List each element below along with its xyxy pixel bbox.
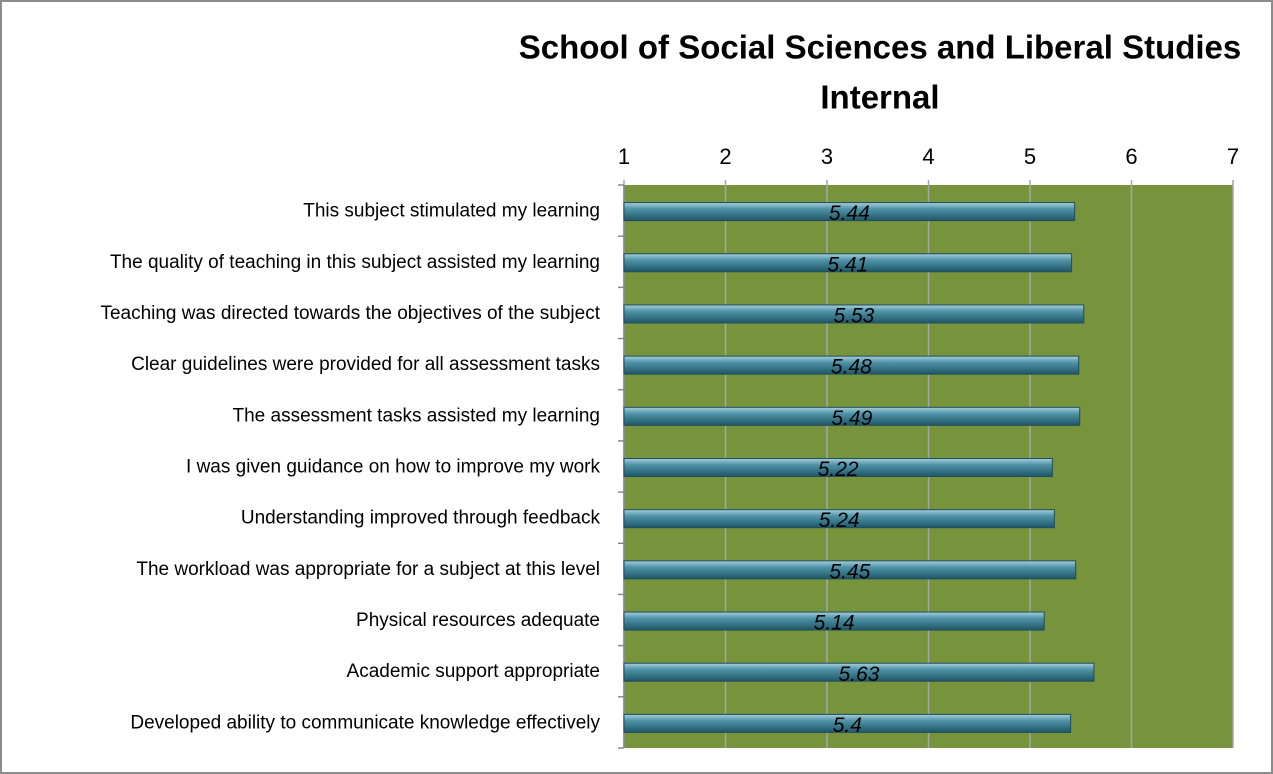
chart-title: School of Social Sciences and Liberal St… — [519, 29, 1242, 66]
x-tick-label: 7 — [1227, 144, 1239, 169]
value-label: 5.22 — [818, 458, 859, 481]
y-tick-label: This subject stimulated my learning — [303, 201, 600, 222]
value-label: 5.41 — [827, 253, 868, 276]
bar — [623, 509, 1055, 529]
x-tick-label: 2 — [719, 144, 731, 169]
bar — [623, 202, 1076, 222]
y-tick-label: Physical resources adequate — [356, 610, 600, 631]
y-tick-label: Understanding improved through feedback — [241, 508, 601, 529]
y-tick-label: Academic support appropriate — [347, 661, 600, 682]
x-tick-label: 1 — [618, 144, 630, 169]
bar — [623, 253, 1073, 273]
bar — [623, 458, 1053, 477]
x-tick-label: 5 — [1024, 144, 1036, 169]
x-tick-label: 6 — [1125, 144, 1137, 169]
bar — [623, 560, 1077, 580]
value-label: 5.45 — [829, 560, 870, 583]
y-tick-label: Developed ability to communicate knowled… — [130, 712, 600, 733]
value-label: 5.63 — [839, 663, 880, 686]
y-tick-label: The quality of teaching in this subject … — [110, 252, 600, 273]
bar — [623, 662, 1095, 682]
value-label: 5.44 — [829, 202, 870, 225]
value-label: 5.53 — [833, 305, 874, 328]
value-label: 5.4 — [833, 714, 862, 737]
y-tick-label: I was given guidance on how to improve m… — [186, 457, 600, 478]
value-label: 5.24 — [819, 509, 860, 532]
bar — [623, 713, 1072, 733]
value-label: 5.14 — [814, 612, 855, 635]
y-tick-label: The workload was appropriate for a subje… — [136, 559, 600, 580]
y-tick-label: The assessment tasks assisted my learnin… — [233, 405, 601, 426]
y-tick-label: Clear guidelines were provided for all a… — [131, 354, 600, 375]
bar — [623, 406, 1081, 426]
bar — [623, 611, 1045, 631]
x-tick-label: 4 — [922, 144, 934, 169]
value-label: 5.49 — [831, 407, 872, 430]
x-tick-label: 3 — [821, 144, 833, 169]
value-label: 5.48 — [831, 356, 872, 379]
chart-subtitle: Internal — [820, 79, 939, 116]
y-tick-label: Teaching was directed towards the object… — [100, 303, 600, 324]
bar — [623, 355, 1080, 375]
bar — [623, 304, 1085, 324]
